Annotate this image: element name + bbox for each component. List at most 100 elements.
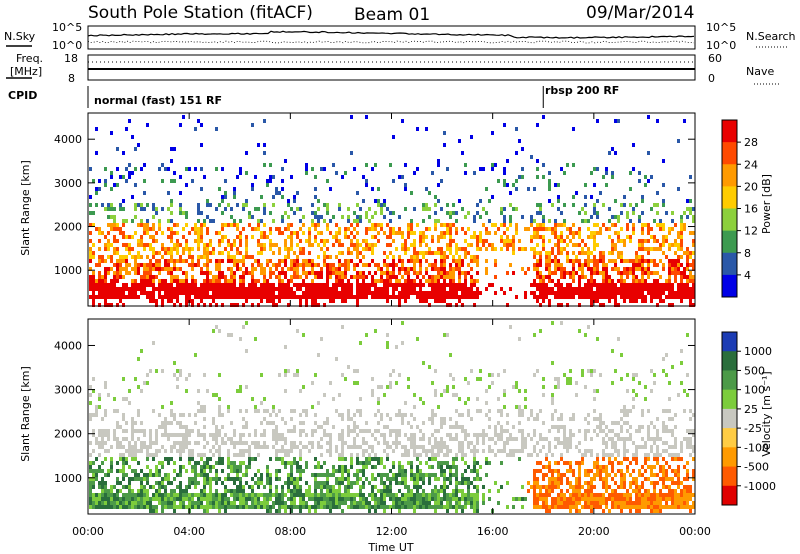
heatmap-cell — [464, 215, 467, 219]
heatmap-cell — [449, 449, 452, 453]
heatmap-cell — [347, 267, 350, 271]
heatmap-cell — [356, 493, 359, 497]
heatmap-cell — [446, 449, 449, 453]
heatmap-cell — [314, 227, 317, 231]
heatmap-cell — [257, 469, 260, 473]
heatmap-cell — [110, 243, 113, 247]
heatmap-cell — [683, 227, 686, 231]
heatmap-cell — [221, 195, 224, 199]
heatmap-cell — [431, 291, 434, 295]
heatmap-cell — [284, 291, 287, 295]
heatmap-cell — [200, 167, 203, 171]
heatmap-cell — [221, 441, 224, 445]
heatmap-cell — [317, 493, 320, 497]
heatmap-cell — [383, 493, 386, 497]
heatmap-cell — [383, 259, 386, 263]
heatmap-cell — [314, 485, 317, 489]
heatmap-cell — [194, 493, 197, 497]
heatmap-cell — [161, 509, 164, 513]
heatmap-cell — [149, 473, 152, 477]
heatmap-cell — [158, 469, 161, 473]
heatmap-cell — [626, 295, 629, 299]
heatmap-cell — [425, 279, 428, 283]
heatmap-cell — [329, 497, 332, 501]
heatmap-cell — [356, 215, 359, 219]
heatmap-cell — [113, 279, 116, 283]
heatmap-cell — [191, 255, 194, 259]
heatmap-cell — [371, 477, 374, 481]
heatmap-cell — [572, 231, 575, 235]
heatmap-cell — [131, 469, 134, 473]
heatmap-cell — [506, 453, 509, 457]
heatmap-cell — [299, 441, 302, 445]
heatmap-cell — [329, 275, 332, 279]
heatmap-cell — [152, 453, 155, 457]
heatmap-cell — [266, 295, 269, 299]
heatmap-cell — [452, 275, 455, 279]
heatmap-cell — [89, 211, 92, 215]
heatmap-cell — [119, 255, 122, 259]
heatmap-cell — [245, 449, 248, 453]
heatmap-cell — [122, 465, 125, 469]
heatmap-cell — [638, 279, 641, 283]
heatmap-cell — [464, 437, 467, 441]
heatmap-cell — [200, 489, 203, 493]
heatmap-cell — [557, 243, 560, 247]
heatmap-cell — [227, 505, 230, 509]
heatmap-cell — [170, 295, 173, 299]
heatmap-cell — [440, 461, 443, 465]
heatmap-cell — [398, 461, 401, 465]
heatmap-cell — [308, 235, 311, 239]
heatmap-cell — [434, 259, 437, 263]
heatmap-cell — [95, 279, 98, 283]
heatmap-cell — [632, 299, 635, 303]
heatmap-cell — [593, 283, 596, 287]
heatmap-cell — [203, 271, 206, 275]
heatmap-cell — [332, 283, 335, 287]
heatmap-cell — [398, 295, 401, 299]
heatmap-cell — [440, 421, 443, 425]
heatmap-cell — [338, 465, 341, 469]
heatmap-cell — [290, 231, 293, 235]
heatmap-cell — [296, 505, 299, 509]
heatmap-cell — [620, 251, 623, 255]
heatmap-cell — [158, 493, 161, 497]
heatmap-cell — [320, 287, 323, 291]
heatmap-cell — [194, 505, 197, 509]
heatmap-cell — [128, 163, 131, 167]
heatmap-cell — [374, 199, 377, 203]
heatmap-cell — [416, 223, 419, 227]
heatmap-cell — [392, 283, 395, 287]
heatmap-cell — [89, 481, 92, 485]
heatmap-cell — [89, 283, 92, 287]
heatmap-cell — [98, 291, 101, 295]
heatmap-cell — [446, 509, 449, 513]
heatmap-cell — [152, 251, 155, 255]
heatmap-cell — [104, 279, 107, 283]
heatmap-cell — [326, 421, 329, 425]
heatmap-cell — [527, 481, 530, 485]
heatmap-cell — [173, 509, 176, 513]
heatmap-cell — [242, 207, 245, 211]
heatmap-cell — [227, 477, 230, 481]
heatmap-cell — [179, 425, 182, 429]
heatmap-cell — [560, 275, 563, 279]
heatmap-cell — [230, 275, 233, 279]
heatmap-cell — [422, 489, 425, 493]
heatmap-cell — [362, 247, 365, 251]
heatmap-cell — [89, 195, 92, 199]
heatmap-cell — [227, 333, 230, 337]
heatmap-cell — [434, 489, 437, 493]
heatmap-cell — [128, 175, 131, 179]
heatmap-cell — [311, 381, 314, 385]
heatmap-cell — [131, 291, 134, 295]
heatmap-cell — [434, 413, 437, 417]
heatmap-cell — [266, 279, 269, 283]
heatmap-cell — [275, 501, 278, 505]
heatmap-cell — [149, 283, 152, 287]
heatmap-cell — [134, 441, 137, 445]
heatmap-cell — [434, 453, 437, 457]
heatmap-cell — [341, 283, 344, 287]
heatmap-cell — [638, 247, 641, 251]
heatmap-cell — [452, 287, 455, 291]
